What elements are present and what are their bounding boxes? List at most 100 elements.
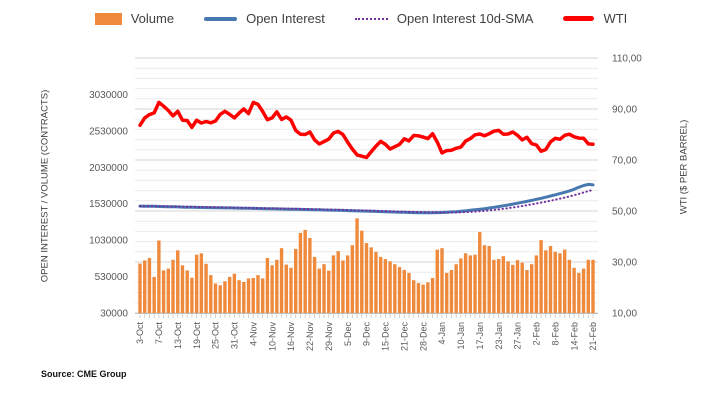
volume-bar bbox=[242, 282, 246, 313]
legend-item-wti: WTI bbox=[563, 11, 627, 26]
chart-legend: Volume Open Interest Open Interest 10d-S… bbox=[0, 11, 722, 26]
x-axis-tick-label: 2-Feb bbox=[532, 322, 542, 346]
volume-bar bbox=[487, 246, 491, 313]
volume-bar bbox=[331, 255, 336, 313]
legend-item-volume: Volume bbox=[94, 11, 174, 26]
source-note: Source: CME Group bbox=[41, 369, 127, 379]
volume-bar bbox=[454, 264, 458, 313]
x-axis-tick-label: 4-Jan bbox=[437, 322, 447, 345]
volume-bar bbox=[360, 230, 364, 313]
volume-bar bbox=[378, 256, 383, 313]
volume-bar bbox=[511, 264, 515, 313]
volume-bar bbox=[402, 270, 406, 313]
legend-item-open-interest-sma: Open Interest 10d-SMA bbox=[354, 11, 534, 26]
volume-bar bbox=[449, 270, 454, 313]
left-axis-tick-label: 2030000 bbox=[89, 163, 128, 174]
volume-bar bbox=[350, 245, 355, 313]
volume-bar bbox=[294, 248, 298, 313]
volume-bar bbox=[553, 251, 557, 313]
volume-bar bbox=[289, 267, 293, 313]
volume-bar bbox=[421, 284, 425, 313]
x-axis-tick-label: 4-Nov bbox=[248, 322, 258, 347]
x-axis-tick-label: 7-Oct bbox=[154, 322, 164, 345]
volume-bar bbox=[463, 253, 468, 313]
volume-bar bbox=[492, 259, 496, 313]
sma-dotted-swatch-icon bbox=[354, 17, 388, 20]
open-interest-sma-line bbox=[139, 188, 594, 214]
volume-bar bbox=[416, 283, 421, 313]
volume-bar bbox=[558, 253, 562, 313]
x-axis-tick-label: 8-Feb bbox=[551, 322, 561, 346]
volume-bar bbox=[407, 272, 411, 313]
legend-label-open-interest: Open Interest bbox=[246, 11, 325, 26]
right-axis-tick-label: 90,00 bbox=[612, 105, 637, 116]
volume-bar bbox=[227, 276, 232, 313]
volume-bar bbox=[218, 285, 222, 313]
left-axis-tick-label: 3030000 bbox=[89, 90, 128, 101]
x-axis-tick-label: 10-Jan bbox=[456, 322, 466, 350]
volume-bar bbox=[482, 245, 487, 313]
volume-swatch-icon bbox=[94, 12, 122, 25]
x-axis bbox=[135, 313, 598, 318]
x-axis-tick-label: 21-Dec bbox=[399, 322, 409, 352]
x-axis-tick-label: 19-Oct bbox=[192, 322, 202, 350]
volume-bar bbox=[548, 246, 553, 313]
volume-bar bbox=[426, 282, 430, 313]
legend-label-wti: WTI bbox=[603, 11, 628, 26]
volume-bar bbox=[265, 258, 270, 313]
x-axis-tick-label: 27-Jan bbox=[513, 322, 523, 350]
left-axis-tick-label: 2530000 bbox=[89, 126, 128, 137]
right-axis-tick-label: 50,00 bbox=[612, 207, 637, 218]
volume-bar bbox=[185, 270, 189, 313]
volume-bar bbox=[445, 272, 449, 313]
volume-bar bbox=[520, 262, 524, 313]
volume-bar bbox=[312, 256, 317, 313]
x-axis-tick-label: 3-Oct bbox=[135, 322, 145, 345]
volume-bar bbox=[279, 248, 284, 313]
x-axis-tick-label: 17-Jan bbox=[475, 322, 485, 350]
volume-bar bbox=[204, 263, 208, 313]
left-axis-tick-label: 1530000 bbox=[89, 199, 128, 210]
right-axis-labels: 110,00 90,00 70,00 50,00 30,00 10,00 bbox=[612, 54, 642, 320]
right-axis-tick-label: 70,00 bbox=[612, 156, 637, 167]
volume-bar bbox=[586, 259, 590, 313]
x-axis-tick-label: 16-Nov bbox=[286, 322, 296, 352]
volume-bar bbox=[468, 255, 473, 313]
x-axis-tick-label: 22-Nov bbox=[305, 322, 315, 352]
right-axis-tick-label: 10,00 bbox=[612, 309, 637, 320]
volume-bar bbox=[525, 270, 529, 313]
volume-bar bbox=[529, 264, 534, 313]
open-interest-line bbox=[138, 182, 595, 215]
volume-bar bbox=[246, 278, 251, 313]
volume-bar bbox=[209, 275, 213, 313]
volume-bar bbox=[143, 260, 147, 313]
volume-bar bbox=[539, 240, 543, 313]
volume-bar bbox=[369, 247, 373, 313]
x-axis-tick-label: 21-Feb bbox=[588, 322, 598, 351]
x-axis-tick-label: 29-Nov bbox=[324, 322, 334, 352]
left-axis-labels: 3030000 2530000 2030000 1530000 1030000 53000… bbox=[89, 90, 128, 320]
volume-bar bbox=[383, 259, 388, 313]
volume-bar bbox=[355, 218, 359, 313]
x-axis-tick-label: 28-Dec bbox=[418, 322, 428, 352]
volume-bar bbox=[256, 275, 260, 313]
volume-bar bbox=[298, 232, 303, 313]
legend-label-open-interest-sma: Open Interest 10d-SMA bbox=[396, 11, 534, 26]
x-axis-tick-label: 15-Dec bbox=[381, 322, 391, 352]
x-axis-labels: 3-Oct 7-Oct 13-Oct 19-Oct 25-Oct 31-Oct 4-Nov 1… bbox=[135, 322, 598, 352]
x-axis-tick-label: 31-Oct bbox=[230, 322, 240, 350]
volume-bar bbox=[364, 243, 369, 313]
volume-bar bbox=[397, 267, 402, 313]
volume-bar bbox=[157, 240, 161, 313]
volume-bar bbox=[275, 259, 279, 313]
volume-bar bbox=[260, 278, 265, 313]
left-axis-tick-label: 530000 bbox=[95, 272, 129, 283]
volume-bar bbox=[171, 259, 175, 313]
volume-bar bbox=[591, 259, 595, 313]
right-axis-tick-label: 30,00 bbox=[612, 258, 637, 269]
volume-bar bbox=[190, 277, 194, 313]
volume-bar bbox=[303, 229, 307, 313]
volume-bar bbox=[166, 268, 171, 313]
